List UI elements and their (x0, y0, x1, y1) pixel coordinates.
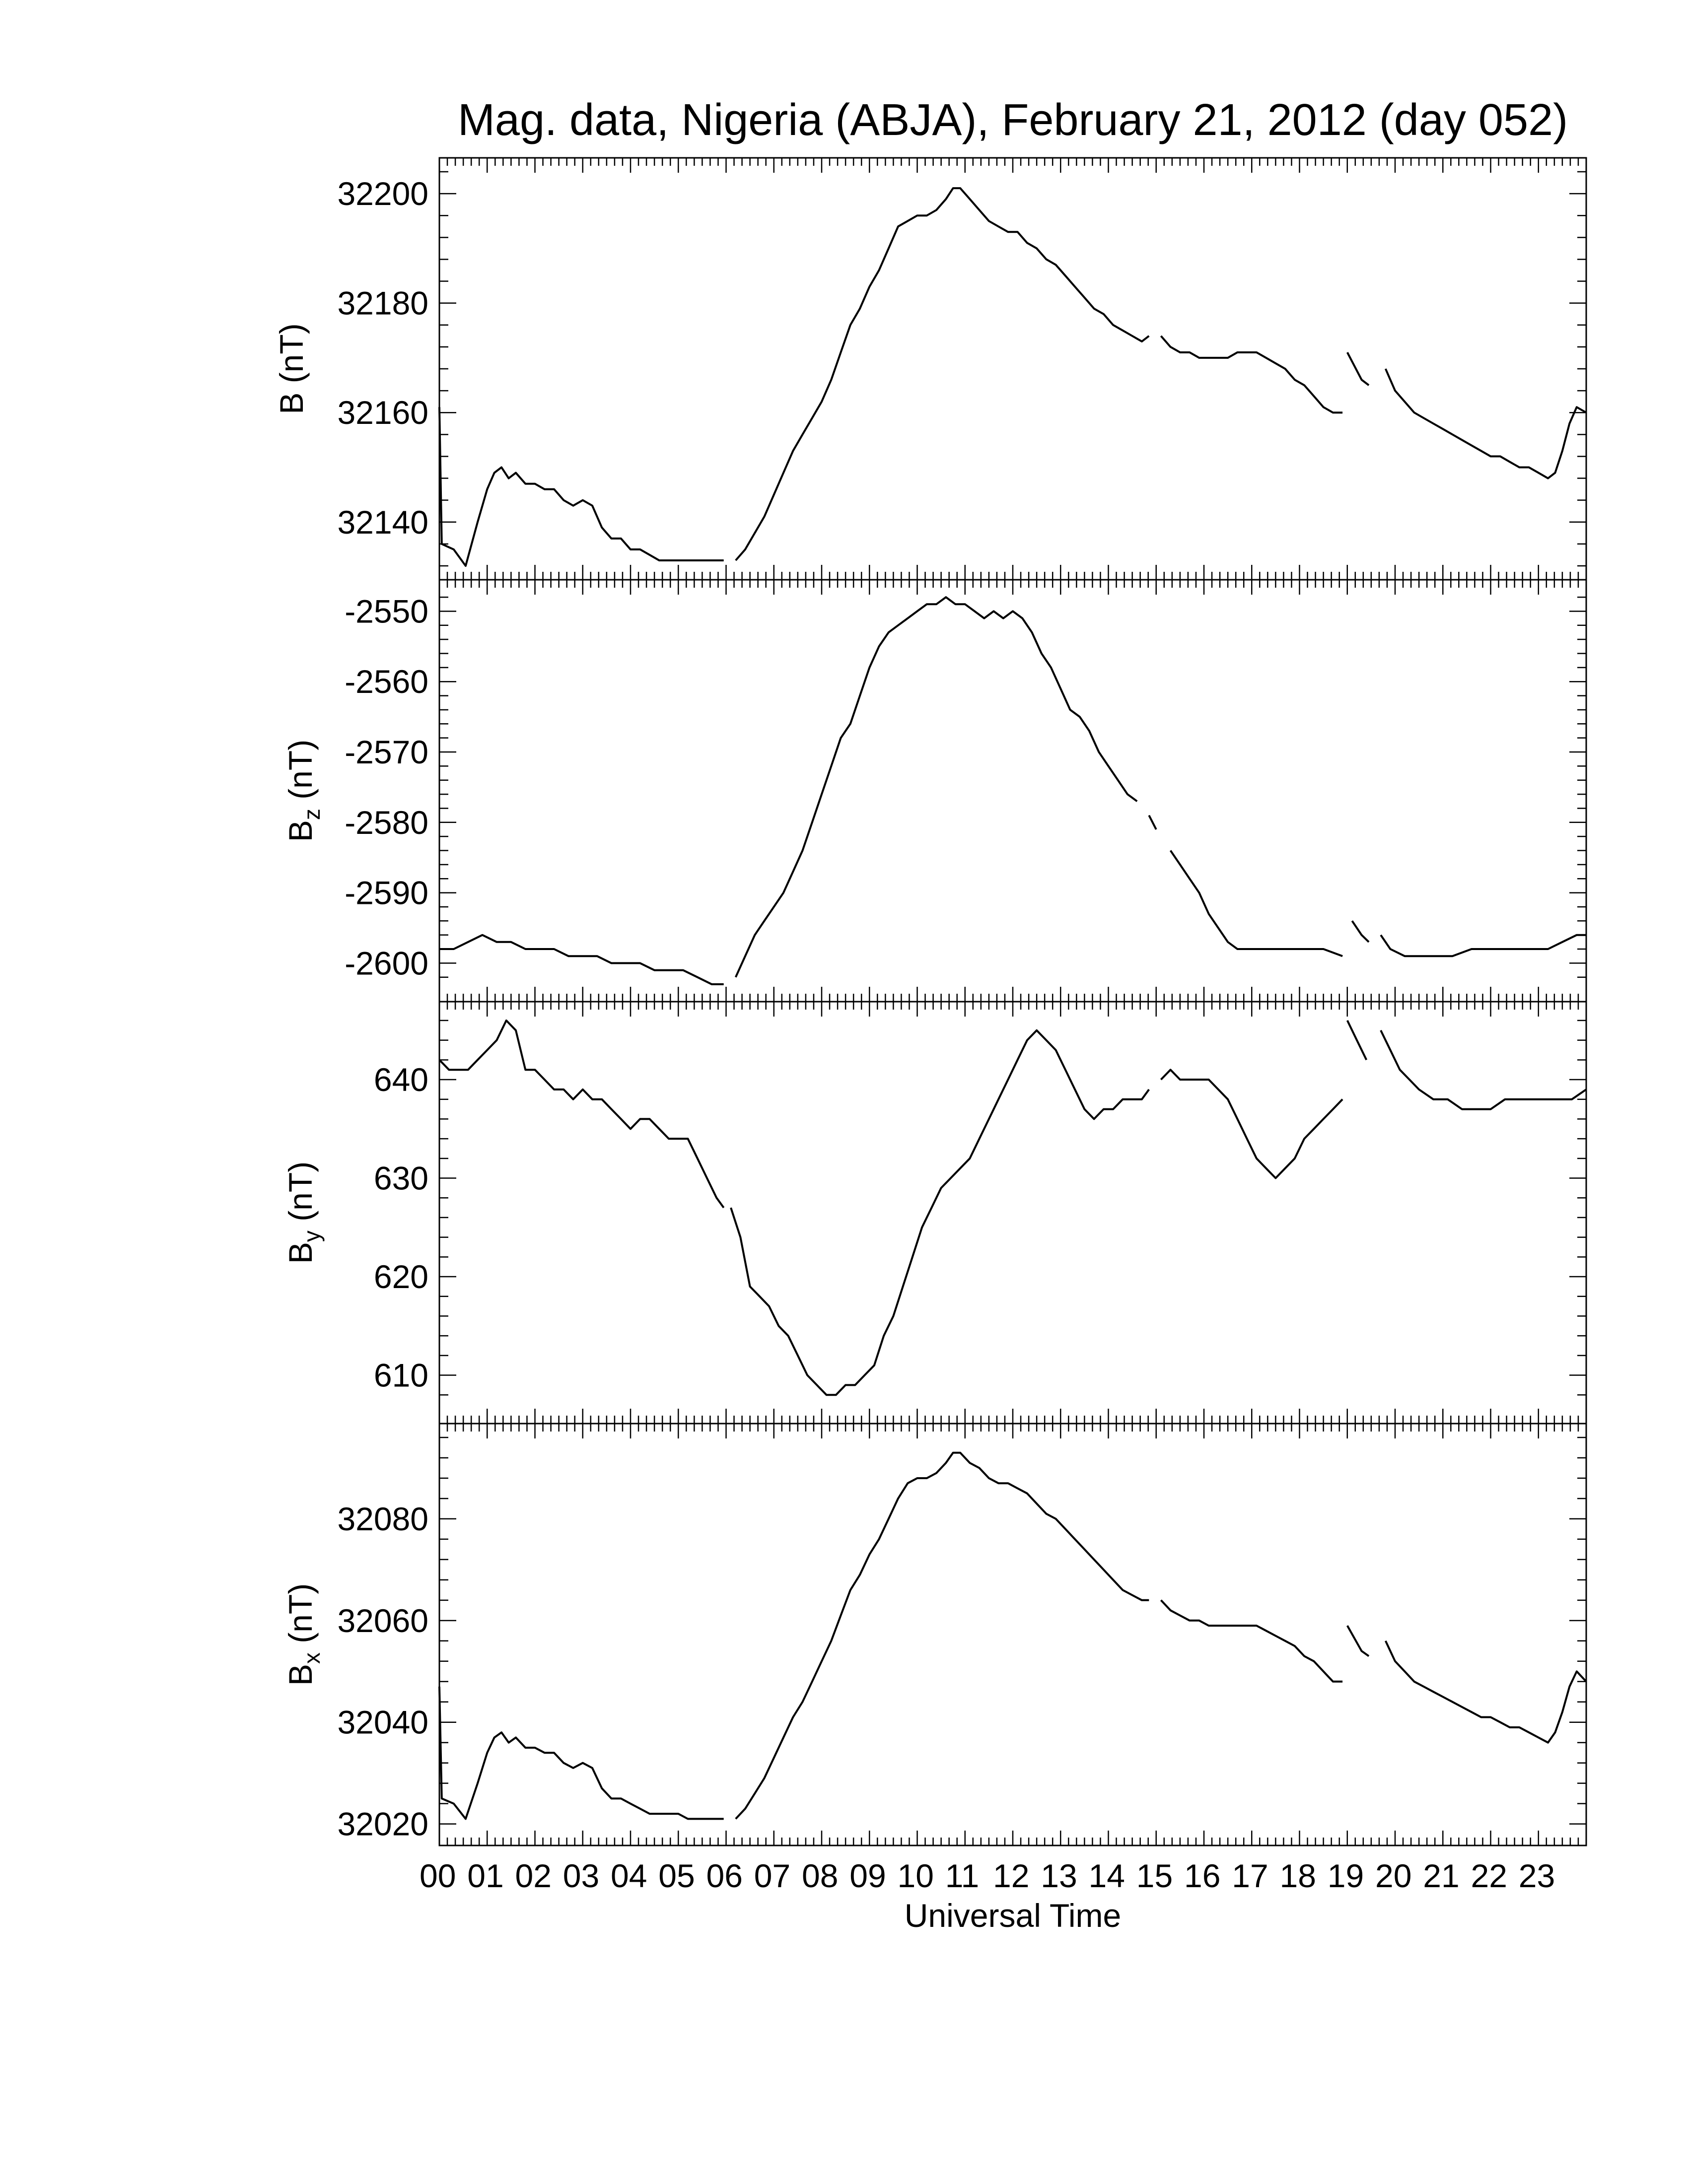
series-line-segment (1380, 934, 1586, 957)
y-tick-label: 32200 (337, 175, 428, 212)
x-tick-label: 01 (467, 1857, 503, 1894)
series-line-segment (735, 1451, 1149, 1820)
x-tick-label: 15 (1136, 1857, 1173, 1894)
x-tick-label: 02 (515, 1857, 552, 1894)
panel-B: 32140 32160 32180 32200 B (nT) (273, 157, 1587, 581)
x-tick-label: 21 (1423, 1857, 1459, 1894)
x-tick-label: 00 (420, 1857, 456, 1894)
series-line-segment (438, 1686, 724, 1820)
y-tick-label: -2590 (345, 875, 428, 911)
panel-Bz: -2600 -2590 -2580 -2570 -2560 -2550 Bz (nT) (282, 579, 1587, 1003)
y-tick-label: 610 (374, 1357, 428, 1394)
series-line-segment (734, 596, 1138, 978)
y-axis-label: Bz (nT) (282, 740, 325, 842)
x-tick-label: 20 (1375, 1857, 1411, 1894)
x-tick-label: 13 (1041, 1857, 1077, 1894)
x-tick-label: 23 (1519, 1857, 1555, 1894)
x-tick-label: 17 (1232, 1857, 1268, 1894)
x-tick-label: 10 (898, 1857, 934, 1894)
y-tick-label: -2550 (345, 593, 428, 629)
x-tick-label: 04 (611, 1857, 647, 1894)
y-tick-label: 32140 (337, 504, 428, 541)
panel-frame (438, 157, 1587, 581)
series-line-segment (439, 934, 724, 985)
panel-By: 610 620 630 640 By (nT) (282, 1001, 1587, 1425)
y-tick-label: -2600 (345, 945, 428, 981)
x-tick-label: 07 (754, 1857, 790, 1894)
series-line-segment (1346, 1625, 1370, 1657)
series-line-segment (1160, 335, 1343, 414)
panel-Bx: 32020 32040 32060 32080 Bx (nT) (282, 1423, 1587, 1846)
x-tick-label: 16 (1184, 1857, 1220, 1894)
y-tick-label: 32180 (337, 285, 428, 322)
series-line-segment (1346, 1020, 1368, 1061)
series-line-segment (1169, 850, 1343, 957)
chart-title: Mag. data, Nigeria (ABJA), February 21, … (458, 95, 1568, 145)
x-tick-label: 03 (563, 1857, 599, 1894)
y-axis-label: Bx (nT) (282, 1583, 325, 1686)
y-tick-label: 630 (374, 1160, 428, 1197)
x-tick-label: 09 (849, 1857, 886, 1894)
y-tick-label: -2560 (345, 663, 428, 700)
y-tick-label: -2570 (345, 734, 428, 770)
series-line-segment (1384, 1640, 1587, 1744)
series-line-segment (735, 187, 1150, 561)
y-tick-label: 32160 (337, 394, 428, 431)
x-tick-label: 22 (1471, 1857, 1507, 1894)
x-tick-label: 19 (1328, 1857, 1364, 1894)
x-tick-label: 08 (802, 1857, 838, 1894)
y-tick-label: 640 (374, 1061, 428, 1098)
series-line-segment (1160, 1599, 1343, 1683)
y-tick-label: 32040 (337, 1704, 428, 1741)
y-tick-label: 620 (374, 1258, 428, 1295)
series-line-segment (438, 407, 724, 567)
panel-frame (438, 579, 1587, 1003)
x-tick-label: 11 (945, 1857, 980, 1894)
series-line-segment (730, 1029, 1150, 1396)
y-axis-label: By (nT) (282, 1161, 325, 1264)
x-tick-label: 18 (1280, 1857, 1316, 1894)
panels-group: 32140 32160 32180 32200 B (nT) -2600 -2590 -258… (273, 157, 1587, 1846)
x-tick-label: 06 (706, 1857, 743, 1894)
x-axis-label: Universal Time (905, 1897, 1121, 1934)
series-line-segment (438, 1019, 725, 1209)
x-tick-labels: 00 01 02 03 04 05 06 07 08 09 10 11 12 13 14 15 16 17 18 19… (420, 1857, 1555, 1894)
x-tick-label: 12 (993, 1857, 1029, 1894)
x-tick-label: 14 (1089, 1857, 1125, 1894)
x-tick-label: 05 (658, 1857, 695, 1894)
panel-frame (438, 1001, 1587, 1425)
y-axis-label: B (nT) (273, 323, 310, 414)
series-line-segment (1346, 351, 1370, 386)
series-line-segment (1384, 368, 1587, 479)
y-tick-label: 32060 (337, 1602, 428, 1639)
series-line-segment (1380, 1029, 1587, 1110)
series-line-segment (1351, 920, 1370, 943)
y-tick-label: 32080 (337, 1501, 428, 1537)
y-tick-label: -2580 (345, 804, 428, 841)
series-line-segment (1148, 815, 1157, 830)
y-tick-label: 32020 (337, 1806, 428, 1843)
series-line-segment (1160, 1069, 1343, 1179)
